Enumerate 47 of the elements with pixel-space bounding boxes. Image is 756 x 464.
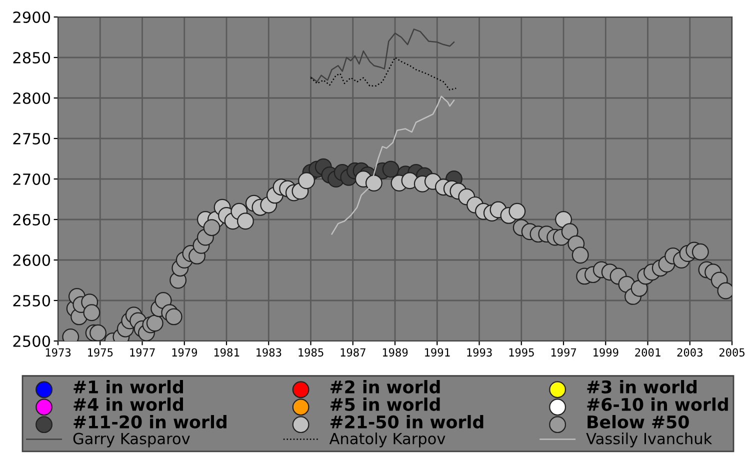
x-tick-label: 1997 bbox=[551, 348, 576, 357]
x-tick-label: 1985 bbox=[298, 348, 324, 357]
x-tick-label: 1993 bbox=[467, 348, 492, 357]
x-tick-label: 1999 bbox=[594, 348, 618, 357]
y-tick-label: 2550 bbox=[13, 294, 50, 307]
legend-label: #2 in world bbox=[330, 380, 440, 394]
point bbox=[236, 212, 254, 230]
legend-label: Anatoly Karpov bbox=[329, 432, 446, 448]
line-series bbox=[310, 56, 457, 91]
x-tick-label: 1975 bbox=[88, 348, 113, 357]
point bbox=[382, 160, 400, 178]
x-tick-label: 1991 bbox=[425, 348, 450, 357]
x-tick-label: 1981 bbox=[214, 348, 240, 357]
x-tick-label: 1973 bbox=[46, 348, 71, 357]
y-tick-label: 2700 bbox=[13, 173, 50, 186]
x-tick-label: 2005 bbox=[719, 348, 744, 357]
legend-label: Garry Kasparov bbox=[73, 432, 190, 448]
legend-label: #3 in world bbox=[587, 380, 697, 394]
legend-label: #1 in world bbox=[74, 380, 183, 394]
x-tick-label: 2003 bbox=[677, 348, 702, 357]
line-series bbox=[310, 28, 455, 82]
x-tick-label: 1979 bbox=[172, 348, 197, 357]
legend-label: Below #50 bbox=[588, 415, 689, 428]
y-tick-label: 2800 bbox=[13, 92, 50, 104]
y-tick-label: 2500 bbox=[13, 335, 50, 348]
x-tick-label: 1989 bbox=[382, 348, 408, 357]
y-tick-label: 2900 bbox=[13, 11, 50, 24]
x-tick-label: 2001 bbox=[635, 348, 660, 357]
legend-label: #4 in world bbox=[74, 398, 183, 411]
legend-label: #6-10 in world bbox=[587, 398, 728, 411]
y-tick-label: 2750 bbox=[13, 132, 50, 145]
point bbox=[555, 211, 572, 228]
line-series bbox=[331, 96, 455, 235]
y-tick-label: 2650 bbox=[13, 214, 50, 226]
y-tick-label: 2850 bbox=[13, 52, 50, 64]
x-tick-label: 1983 bbox=[256, 348, 282, 357]
point bbox=[298, 172, 316, 190]
legend-label: #21-50 in world bbox=[330, 415, 484, 428]
point bbox=[365, 174, 382, 192]
point bbox=[508, 202, 526, 220]
y-tick-label: 2600 bbox=[13, 254, 50, 266]
x-tick-label: 1995 bbox=[509, 348, 534, 357]
x-tick-label: 1977 bbox=[130, 348, 155, 357]
x-tick-label: 1987 bbox=[340, 348, 366, 357]
legend-label: #11-20 in world bbox=[74, 415, 226, 428]
legend-label: Vassily Ivanchuk bbox=[586, 432, 712, 448]
legend-label: #5 in world bbox=[330, 398, 440, 411]
